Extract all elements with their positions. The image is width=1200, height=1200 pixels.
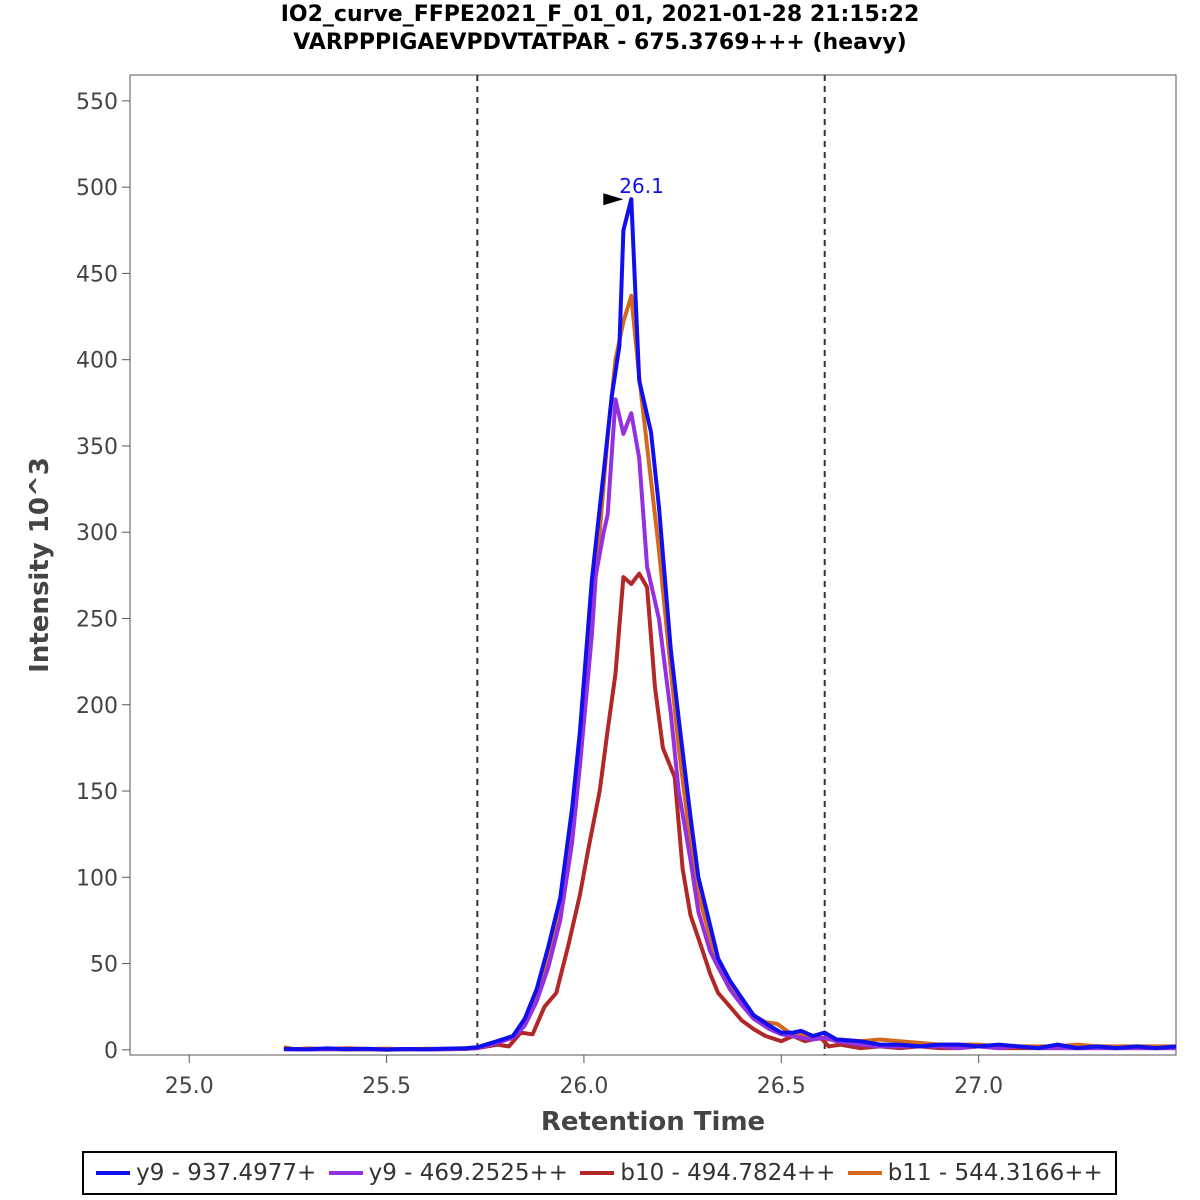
plot-area xyxy=(129,74,1177,1056)
legend-item: y9 - 469.2525++ xyxy=(328,1160,569,1186)
chart-subtitle: VARPPPIGAEVPDVTATPAR - 675.3769+++ (heav… xyxy=(293,30,907,55)
series-line-y9-0 xyxy=(283,197,1177,1052)
x-tick-label: 25.0 xyxy=(165,1074,214,1099)
legend-label: y9 - 937.4977+ xyxy=(136,1160,317,1186)
y-tick-label: 300 xyxy=(76,521,118,546)
chart-title: IO2_curve_FFPE2021_F_01_01, 2021-01-28 2… xyxy=(280,2,920,27)
y-tick-label: 50 xyxy=(90,953,118,978)
y-tick-label: 450 xyxy=(76,262,118,287)
chromatogram-chart: 0 50 100 150 200 250 300 350 400 450 500 550 25.0 25.… xyxy=(25,74,1177,1137)
legend-swatch xyxy=(580,1171,615,1175)
legend-item: b10 - 494.7824++ xyxy=(580,1160,835,1186)
legend-swatch xyxy=(96,1171,131,1175)
y-tick-label: 0 xyxy=(104,1039,118,1064)
y-tick-label: 100 xyxy=(76,866,118,891)
y-tick-label: 250 xyxy=(76,607,118,632)
legend-label: y9 - 469.2525++ xyxy=(368,1160,569,1186)
x-tick-label: 27.0 xyxy=(954,1074,1003,1099)
y-tick-label: 500 xyxy=(76,176,118,201)
x-tick-label: 26.0 xyxy=(559,1074,608,1099)
peak-label: 26.1 xyxy=(619,174,664,198)
legend-label: b11 - 544.3166++ xyxy=(887,1160,1103,1186)
legend-item: y9 - 937.4977+ xyxy=(96,1160,316,1186)
legend-swatch xyxy=(328,1171,363,1175)
legend-item: b11 - 544.3166++ xyxy=(847,1160,1103,1186)
peak-arrow-icon xyxy=(603,193,624,206)
chart-legend: y9 - 937.4977+ y9 - 469.2525++ b10 - 494.7… xyxy=(82,1151,1117,1195)
legend-swatch xyxy=(847,1171,882,1175)
x-axis-label: Retention Time xyxy=(541,1107,765,1137)
y-tick-label: 150 xyxy=(76,780,118,805)
y-tick-label: 200 xyxy=(76,694,118,719)
x-tick-label: 26.5 xyxy=(757,1074,806,1099)
x-tick-label: 25.5 xyxy=(362,1074,411,1099)
y-tick-label: 550 xyxy=(76,90,118,115)
legend-label: b10 - 494.7824++ xyxy=(620,1160,836,1186)
y-axis-label: Intensity 10^3 xyxy=(25,457,55,673)
y-tick-label: 400 xyxy=(76,349,118,374)
y-tick-label: 350 xyxy=(76,435,118,460)
